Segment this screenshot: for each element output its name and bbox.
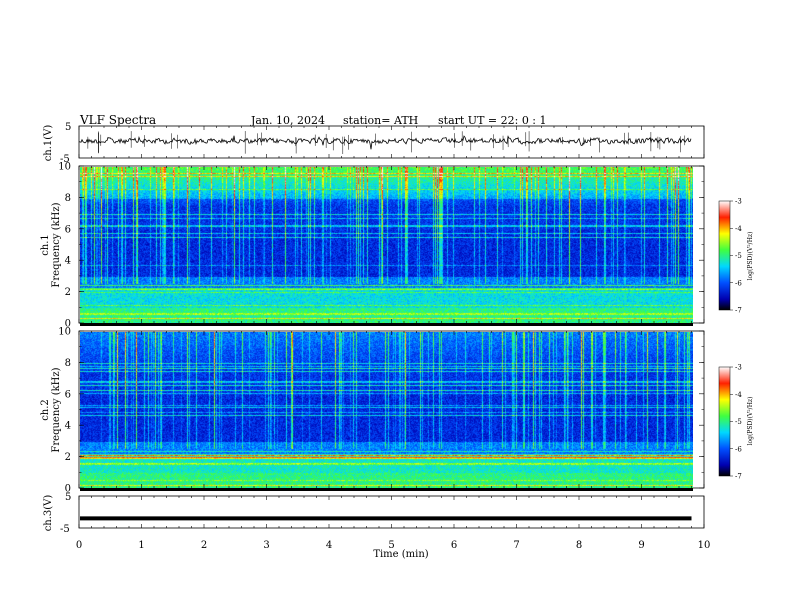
y-tick-label: 4 (65, 421, 71, 432)
colorbar-tick-label: -5 (735, 418, 742, 426)
colorbar-tick-label: -7 (735, 307, 742, 315)
ch1-spectrogram-image (80, 167, 693, 323)
ch3-waveform-ylabel: ch.3(V) (43, 495, 54, 532)
colorbar-tick-label: -7 (735, 473, 742, 481)
ch1-ytick-top: 5 (65, 122, 71, 133)
ch3-waveform-frame (78, 495, 705, 529)
ch1-spectrogram-ylabel-top: ch.1 (40, 234, 51, 256)
ch1-ytick-bottom: -5 (60, 154, 70, 165)
y-tick-label: 0 (65, 319, 71, 330)
ch2-baseline-bar (80, 488, 693, 491)
ch3-ytick-bottom: -5 (60, 524, 70, 535)
ch1-colorbar-ticks: -3 -4 -5 -6 -7 (730, 198, 742, 315)
date-label: Jan. 10, 2024 (250, 114, 325, 127)
ch2-colorbar (718, 366, 731, 477)
x-tick-label: 0 (76, 540, 82, 551)
ch2-spectrogram-image (80, 332, 693, 488)
time-axis-ticks: 0 1 2 3 4 5 6 7 8 9 10 (76, 540, 711, 551)
x-tick-label: 9 (638, 540, 644, 551)
y-tick-label: 6 (65, 389, 71, 400)
ch1-colorbar (718, 200, 731, 311)
figure-title: VLF Spectra (79, 113, 156, 127)
ch1-baseline-bar (80, 323, 693, 326)
y-tick-label: 8 (65, 193, 71, 204)
ch1-colorbar-label: log(PSD)(V²/Hz) (747, 232, 754, 281)
x-tick-label: 5 (388, 540, 394, 551)
ch2-colorbar-ticks: -3 -4 -5 -6 -7 (730, 364, 742, 481)
start-time-label: start UT = 22: 0 : 1 (438, 114, 547, 127)
colorbar-tick-label: -4 (735, 225, 742, 233)
y-tick-label: 2 (65, 287, 71, 298)
x-tick-label: 7 (513, 540, 519, 551)
colorbar-tick-label: -6 (735, 445, 742, 453)
x-tick-label: 3 (263, 540, 269, 551)
colorbar-tick-label: -6 (735, 279, 742, 287)
x-tick-label: 6 (451, 540, 457, 551)
x-tick-label: 4 (326, 540, 332, 551)
y-tick-label: 6 (65, 224, 71, 235)
ch2-spectrogram-yticks: 10 8 6 4 2 0 (58, 327, 704, 495)
ch1-spectrogram-yticks: 10 8 6 4 2 0 (58, 162, 704, 330)
ch2-spectrogram-ylabel-top: ch.2 (40, 399, 51, 421)
y-tick-label: 8 (65, 358, 71, 369)
colorbar-tick-label: -3 (735, 198, 742, 206)
ch2-colorbar-label: log(PSD)(V²/Hz) (747, 397, 754, 446)
x-tick-label: 2 (201, 540, 207, 551)
ch1-waveform-ylabel: ch.1(V) (43, 125, 54, 162)
y-tick-label: 2 (65, 452, 71, 463)
colorbar-tick-label: -4 (735, 391, 742, 399)
y-tick-label: 10 (58, 327, 71, 338)
ch3-ytick-top: 5 (65, 492, 71, 503)
y-tick-label: 10 (58, 162, 71, 173)
x-tick-label: 10 (698, 540, 711, 551)
axis-ticks (78, 126, 705, 528)
colorbar-tick-label: -3 (735, 364, 742, 372)
ch2-spectrogram-ylabel: Frequency (kHz) (51, 367, 62, 452)
y-tick-label: 0 (65, 484, 71, 495)
x-tick-label: 1 (138, 540, 144, 551)
y-tick-label: 4 (65, 256, 71, 267)
time-axis-label: Time (min) (373, 549, 428, 560)
colorbar-tick-label: -5 (735, 252, 742, 260)
ch1-spectrogram-ylabel: Frequency (kHz) (51, 202, 62, 287)
x-tick-label: 8 (576, 540, 582, 551)
station-label: station= ATH (343, 114, 418, 127)
ch1-waveform-line (78, 135, 692, 150)
